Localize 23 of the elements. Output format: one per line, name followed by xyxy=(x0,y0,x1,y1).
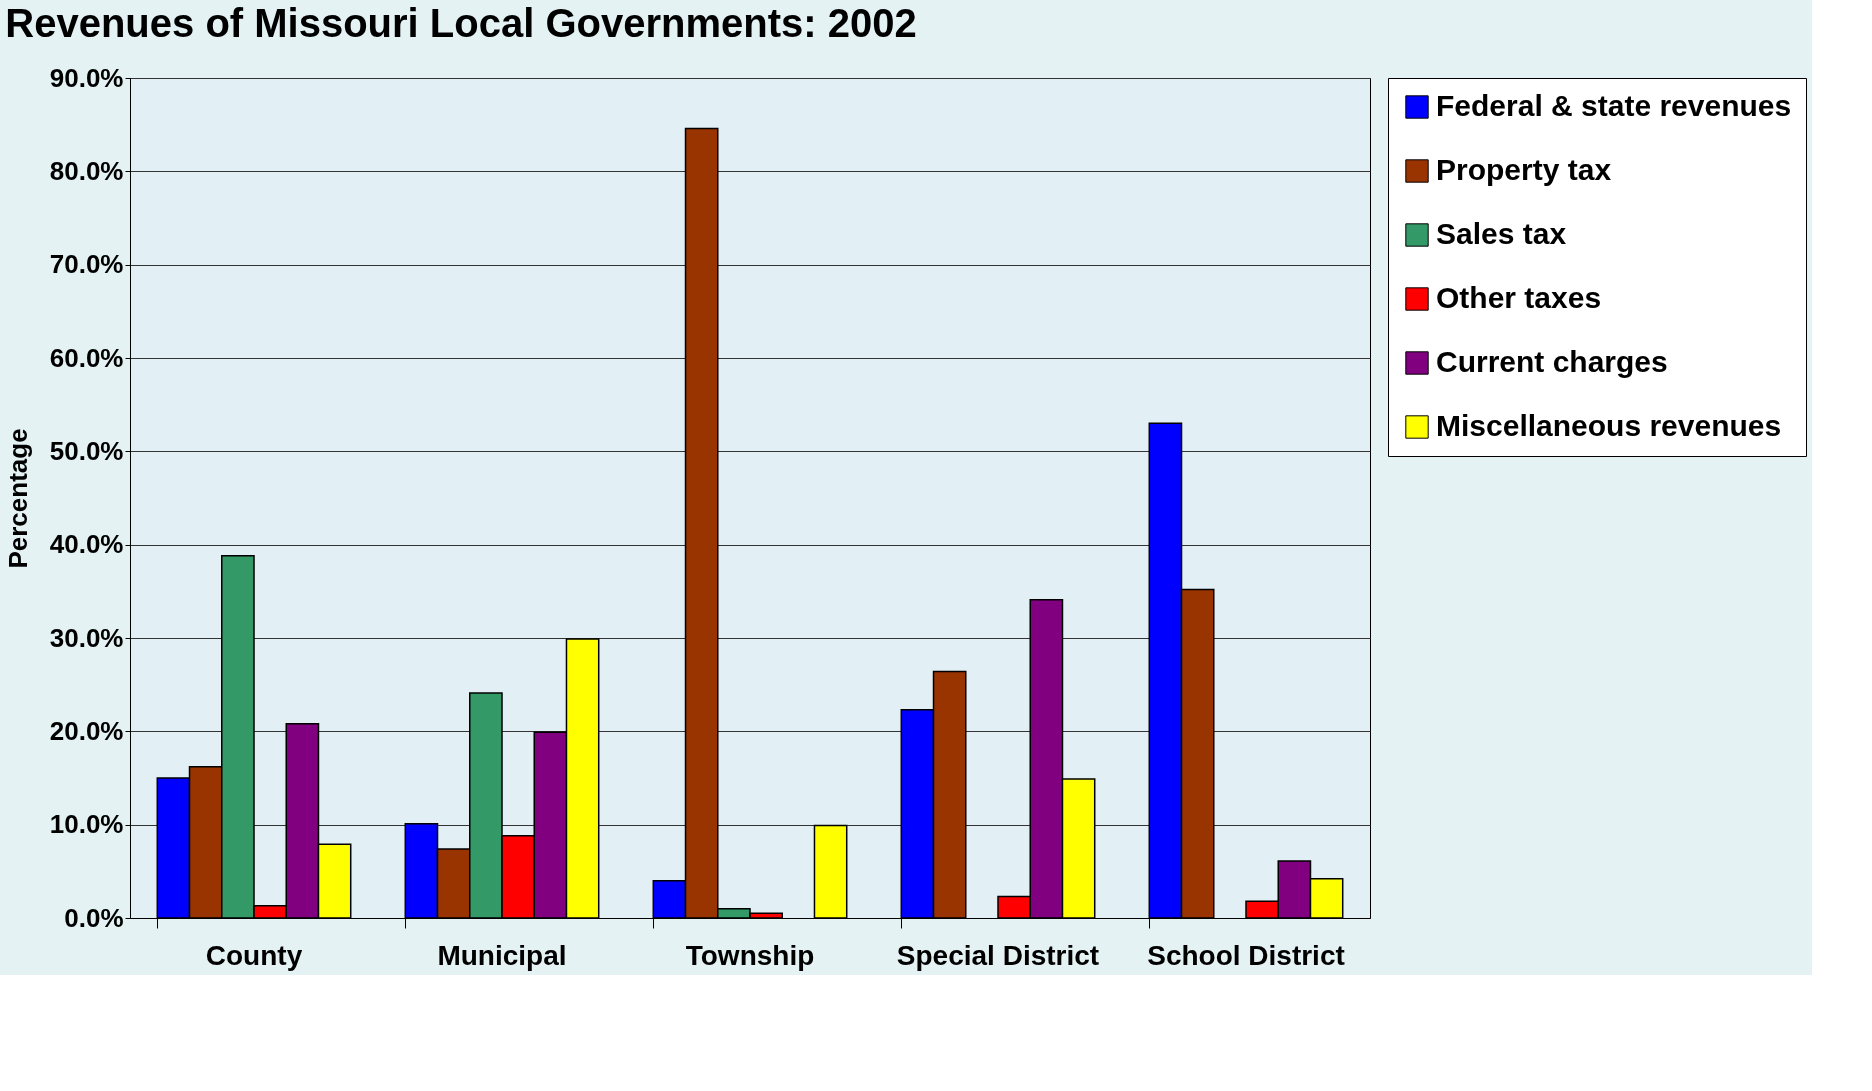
y-tick-label: 30.0% xyxy=(49,622,124,653)
y-tick-label: 50.0% xyxy=(49,435,124,466)
x-tick-label: Township xyxy=(685,939,815,971)
legend-label: Current charges xyxy=(1436,345,1668,378)
chart-title: Revenues of Missouri Local Governments: 2002 xyxy=(5,1,917,45)
y-tick-label: 10.0% xyxy=(49,809,124,840)
y-tick-label: 90.0% xyxy=(49,62,124,93)
x-tick-label: School District xyxy=(1147,939,1345,971)
legend-label: Miscellaneous revenues xyxy=(1436,409,1782,442)
x-tick-label: Municipal xyxy=(437,939,567,971)
x-tick-label: County xyxy=(205,939,303,971)
legend-label: Federal & state revenues xyxy=(1436,89,1792,122)
legend-label: Other taxes xyxy=(1436,281,1602,314)
y-axis-title: Percentage xyxy=(2,428,33,569)
y-tick-label: 60.0% xyxy=(49,342,124,373)
legend-label: Property tax xyxy=(1436,153,1612,186)
y-tick-label: 0.0% xyxy=(64,902,124,933)
y-tick-label: 40.0% xyxy=(49,529,124,560)
y-tick-label: 80.0% xyxy=(49,155,124,186)
y-tick-label: 70.0% xyxy=(49,249,124,280)
y-tick-label: 20.0% xyxy=(49,715,124,746)
x-tick-label: Special District xyxy=(896,939,1100,971)
legend-label: Sales tax xyxy=(1436,217,1567,250)
